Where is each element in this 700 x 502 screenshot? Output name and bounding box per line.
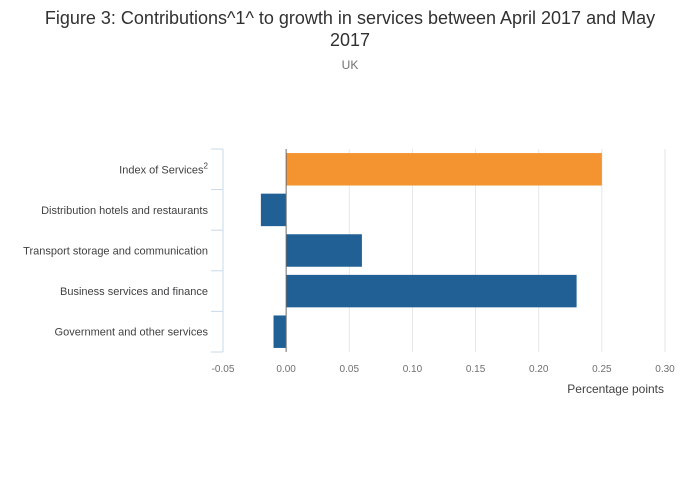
chart-title: Figure 3: Contributions^1^ to growth in … (44, 8, 656, 50)
x-tick-label: 0.00 (276, 364, 296, 375)
x-axis-title: Percentage points (567, 382, 664, 396)
x-tick-label: 0.10 (403, 364, 423, 375)
x-tick-label: 0.05 (340, 364, 360, 375)
x-tick-label: -0.05 (212, 364, 235, 375)
bar[interactable] (286, 274, 577, 308)
bar[interactable] (286, 234, 362, 267)
category-label: Distribution hotels and restaurants (41, 205, 208, 217)
chart-subtitle: UK (341, 58, 359, 72)
value-axis: -0.05 0.00 0.05 0.10 0.15 0.20 0.25 0.30 (212, 364, 676, 375)
category-label: Index of Services2 (119, 161, 208, 176)
x-tick-label: 0.30 (655, 364, 675, 375)
category-axis: Index of Services2 Distribution hotels an… (23, 148, 224, 353)
category-label: Transport storage and communication (23, 246, 208, 258)
x-tick-label: 0.25 (592, 364, 612, 375)
x-tick-label: 0.15 (466, 364, 486, 375)
category-label: Government and other services (55, 327, 209, 339)
bar[interactable] (273, 315, 287, 348)
bar[interactable] (286, 153, 602, 186)
bar[interactable] (260, 193, 287, 227)
bars (260, 149, 602, 352)
category-label: Business services and finance (60, 286, 208, 298)
x-tick-label: 0.20 (529, 364, 549, 375)
